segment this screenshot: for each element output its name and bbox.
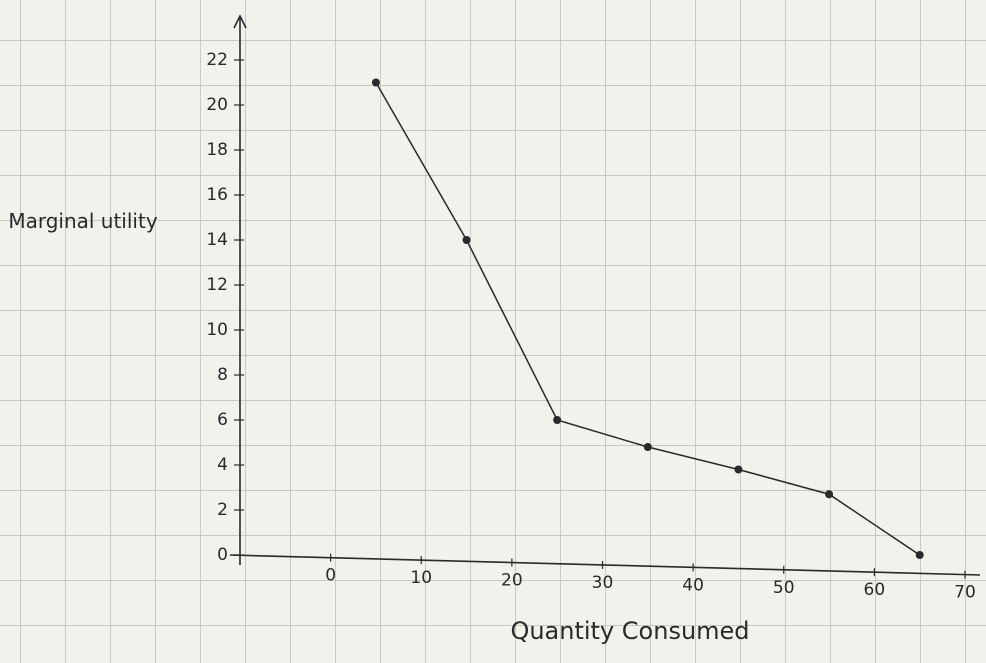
y-tick-label: 12 bbox=[206, 275, 228, 295]
y-tick-label: 6 bbox=[217, 410, 228, 430]
point bbox=[553, 416, 562, 424]
y-tick-label: 0 bbox=[217, 545, 228, 565]
x-tick-label: 40 bbox=[682, 575, 704, 595]
x-tick-label: 70 bbox=[954, 583, 976, 603]
y-tick-label: 22 bbox=[206, 50, 228, 70]
y-tick-label: 8 bbox=[217, 365, 228, 385]
x-tick-label: 10 bbox=[410, 568, 432, 588]
y-tick-label: 10 bbox=[206, 320, 228, 340]
point bbox=[825, 490, 834, 499]
x-tick-label: 0 bbox=[325, 566, 336, 586]
point bbox=[371, 78, 380, 87]
y-axis bbox=[233, 14, 247, 565]
y-tick-label: 18 bbox=[206, 140, 228, 160]
y-tick-label: 20 bbox=[206, 95, 228, 115]
y-tick-label: 4 bbox=[217, 455, 228, 475]
y-axis-label: Marginal utility bbox=[8, 209, 158, 233]
x-axis bbox=[229, 554, 981, 576]
x-tick-label: 20 bbox=[501, 571, 523, 591]
point bbox=[643, 443, 652, 451]
x-tick-label: 50 bbox=[773, 578, 795, 598]
x-axis-label: Quantity Consumed bbox=[510, 617, 749, 645]
point bbox=[734, 465, 743, 474]
y-tick-label: 16 bbox=[206, 185, 228, 205]
point bbox=[462, 236, 471, 244]
x-tick-label: 30 bbox=[592, 573, 614, 593]
point bbox=[915, 551, 924, 559]
y-tick-label: 14 bbox=[206, 230, 228, 250]
x-tick-label: 60 bbox=[864, 580, 886, 600]
y-tick-label: 2 bbox=[217, 500, 228, 520]
